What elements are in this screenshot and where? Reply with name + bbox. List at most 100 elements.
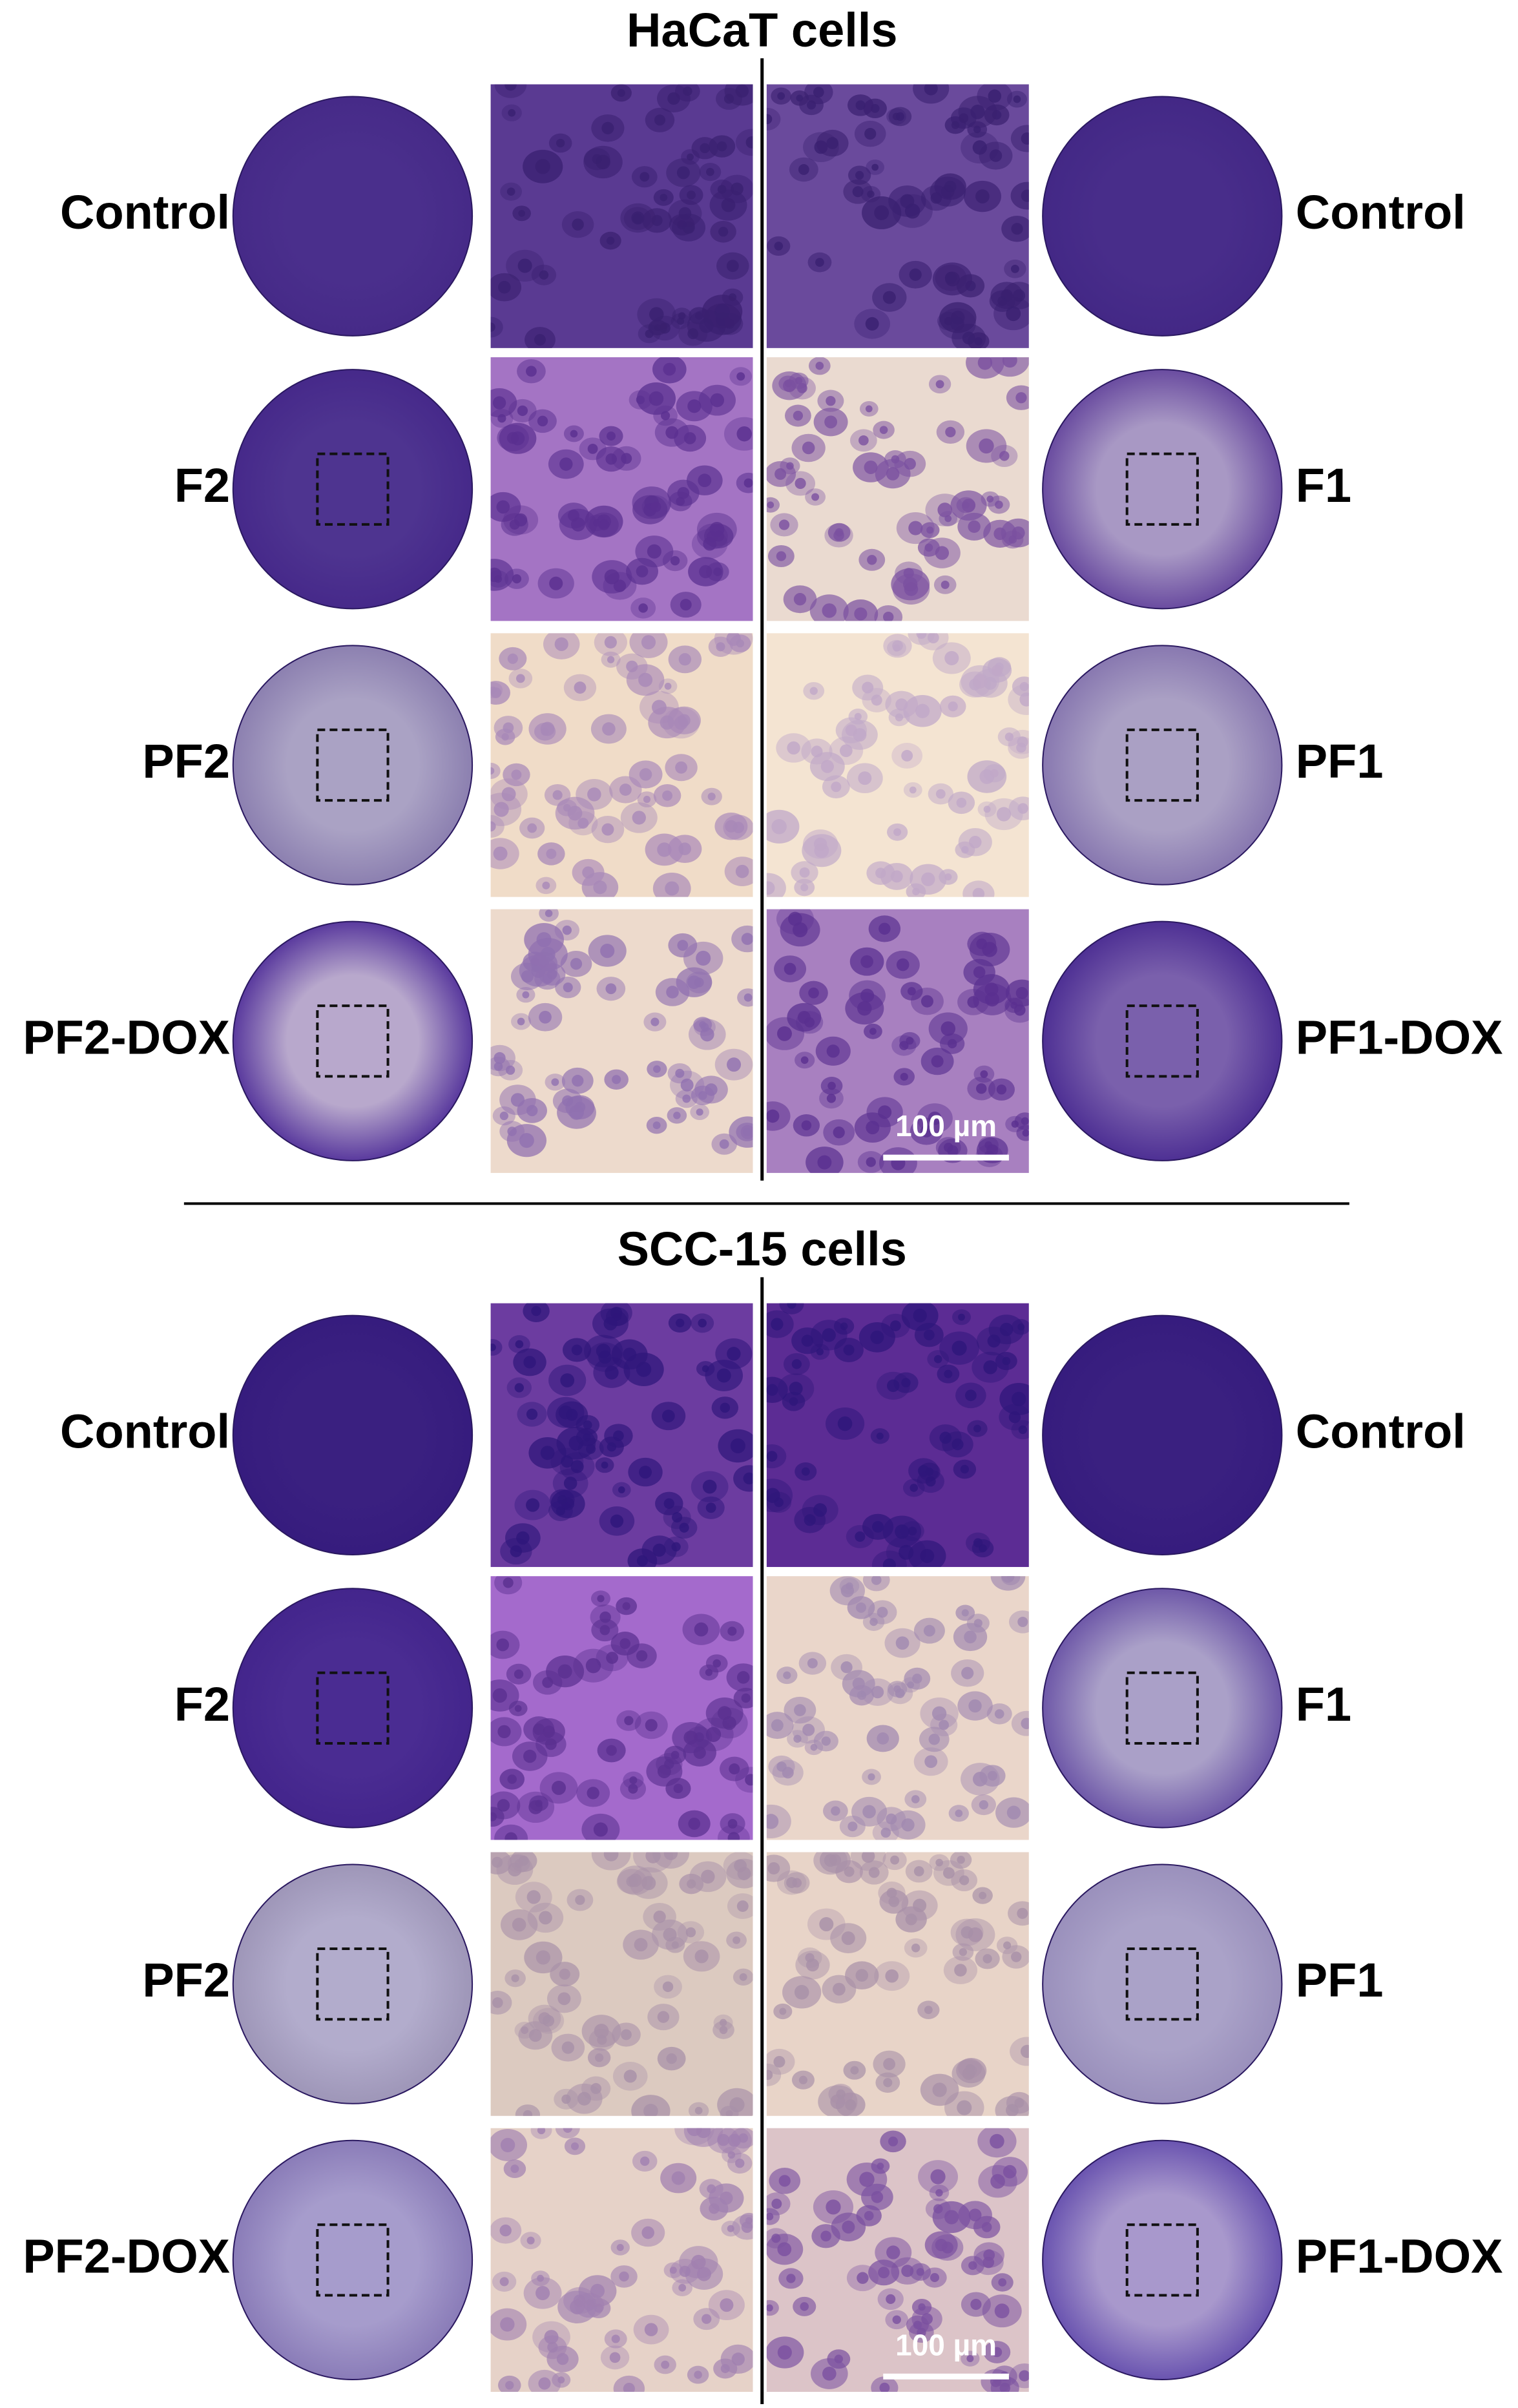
nucleus <box>559 457 573 471</box>
nucleus <box>546 848 557 859</box>
nucleus <box>619 2271 629 2282</box>
nucleus <box>676 1318 685 1327</box>
nucleus <box>696 1108 703 1116</box>
nucleus <box>778 519 790 530</box>
micrograph-cells <box>766 2128 1029 2392</box>
panel-title: SCC-15 cells <box>618 1222 907 1276</box>
nucleus <box>492 396 506 410</box>
right-label: PF1 <box>1296 1953 1384 2007</box>
nucleus <box>942 1867 955 1879</box>
well <box>232 920 473 1161</box>
nucleus <box>935 546 950 560</box>
nucleus <box>820 760 834 773</box>
nucleus <box>937 503 953 517</box>
nucleus <box>869 1028 877 1035</box>
nucleus <box>745 2217 753 2225</box>
nucleus <box>707 793 716 801</box>
nucleus <box>871 163 879 171</box>
nucleus <box>1006 1805 1021 1820</box>
cell <box>1010 2037 1029 2066</box>
roi-box <box>1125 1671 1199 1745</box>
nucleus <box>563 982 573 993</box>
nucleus <box>924 1755 938 1769</box>
nucleus <box>767 1862 780 1875</box>
nucleus <box>719 2026 728 2035</box>
nucleus <box>631 211 645 225</box>
nucleus <box>960 1464 970 1474</box>
nucleus <box>973 966 986 979</box>
well <box>1042 645 1283 886</box>
nucleus <box>951 1438 964 1451</box>
nucleus <box>909 786 917 794</box>
nucleus <box>771 819 787 835</box>
nucleus <box>638 603 648 613</box>
nucleus <box>490 567 502 583</box>
nucleus <box>920 1548 935 1563</box>
nucleus <box>585 1657 601 1674</box>
nucleus <box>824 415 838 429</box>
nucleus <box>606 236 615 245</box>
cell <box>1010 182 1029 210</box>
nucleus <box>661 2360 670 2369</box>
nucleus <box>860 955 873 968</box>
well <box>1042 96 1283 337</box>
nucleus <box>966 2355 974 2363</box>
nucleus <box>826 1094 837 1103</box>
nucleus <box>649 307 664 322</box>
cell <box>766 1804 791 1839</box>
nucleus <box>558 1405 573 1420</box>
left-label: PF2 <box>142 1953 230 2007</box>
nucleus <box>923 1624 935 1637</box>
nucleus <box>537 415 548 427</box>
nucleus <box>961 1666 974 1679</box>
nucleus <box>696 2267 711 2281</box>
nucleus <box>702 1479 717 1494</box>
nucleus <box>832 1982 846 1996</box>
nucleus <box>605 453 617 465</box>
nucleus <box>857 1690 867 1700</box>
nucleus <box>827 1081 836 1090</box>
nucleus <box>727 1819 738 1829</box>
cell <box>990 1576 1026 1591</box>
nucleus <box>920 1125 933 1137</box>
micrograph-cells <box>766 1852 1029 2116</box>
nucleus <box>766 2070 773 2081</box>
nucleus <box>653 1910 666 1924</box>
nucleus <box>687 153 694 161</box>
nucleus <box>766 2304 773 2312</box>
nucleus <box>687 1879 696 1889</box>
nucleus <box>545 909 553 917</box>
nucleus <box>720 2191 733 2205</box>
nucleus <box>961 1926 973 1939</box>
nucleus <box>987 1770 998 1781</box>
nucleus <box>935 789 946 799</box>
nucleus <box>694 2106 703 2115</box>
cell <box>735 129 753 156</box>
nucleus <box>882 1558 896 1567</box>
nucleus <box>694 1622 709 1637</box>
nucleus <box>921 872 935 886</box>
nucleus <box>824 1854 837 1867</box>
nucleus <box>526 1498 540 1512</box>
nucleus <box>923 1329 935 1341</box>
nucleus <box>839 744 853 758</box>
cell <box>733 1465 753 1492</box>
nucleus <box>970 105 985 119</box>
nucleus <box>935 2239 948 2252</box>
nucleus <box>531 1305 541 1316</box>
cell <box>766 107 781 130</box>
nucleus <box>653 1065 661 1074</box>
nucleus <box>665 881 680 896</box>
nucleus <box>766 881 775 895</box>
roi-box <box>316 452 390 526</box>
scale-bar-label: 100 µm <box>895 2328 997 2361</box>
nucleus <box>508 109 516 117</box>
nucleus <box>1017 803 1028 814</box>
nucleus <box>542 973 552 984</box>
nucleus <box>826 395 836 406</box>
nucleus <box>951 1340 967 1356</box>
nucleus <box>888 1896 900 1907</box>
nucleus <box>944 2210 959 2225</box>
nucleus <box>496 1638 510 1652</box>
